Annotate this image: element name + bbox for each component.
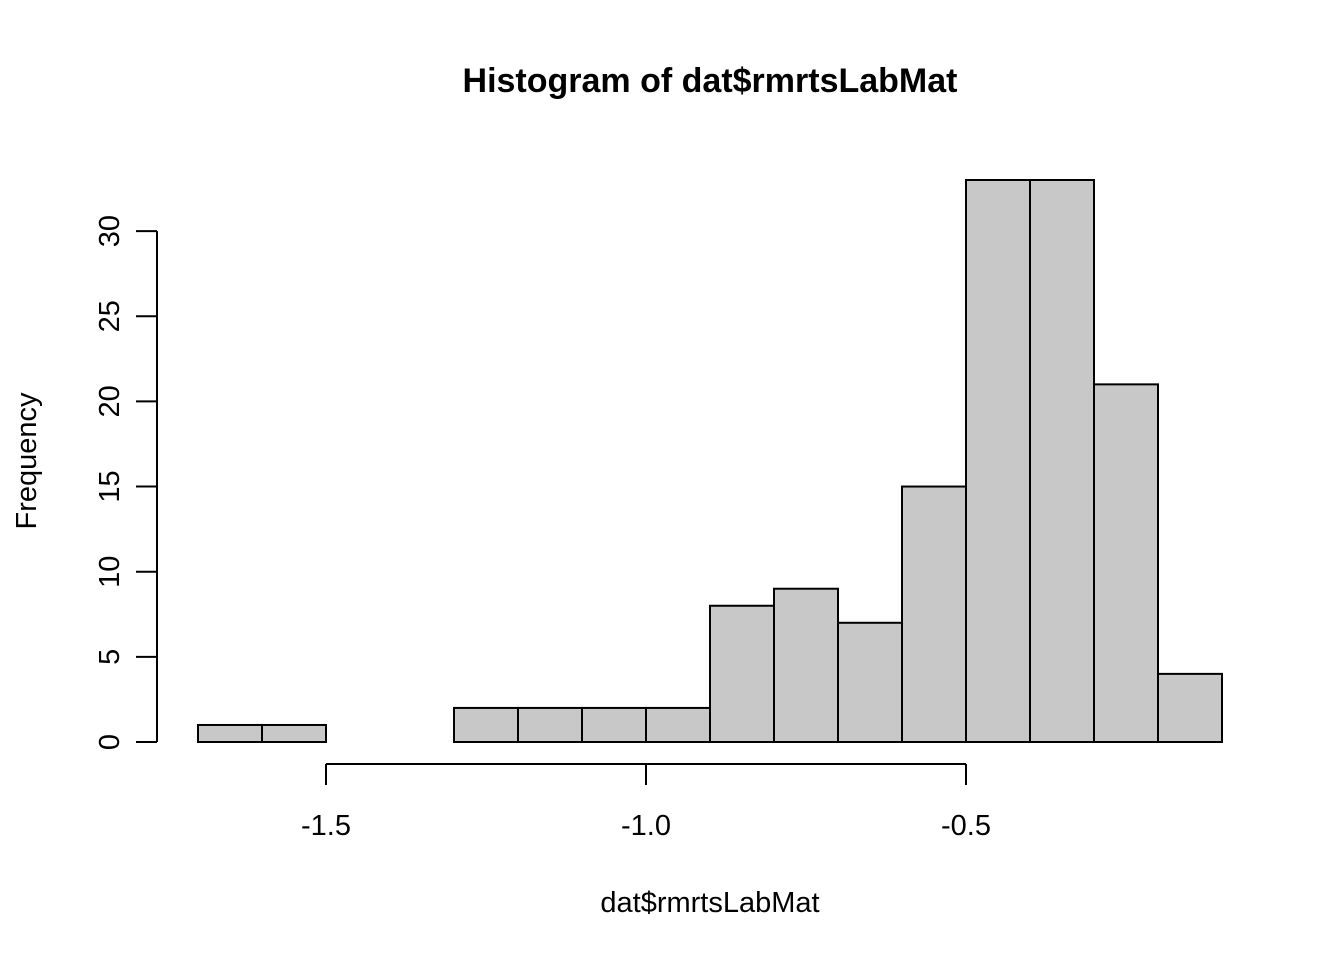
y-axis: 0 5 10 15 20 25 30 bbox=[94, 215, 158, 750]
histogram-bar bbox=[1157, 672, 1223, 743]
y-axis-label: Frequency bbox=[11, 392, 43, 530]
histogram-bar bbox=[453, 706, 519, 743]
histogram-bar bbox=[517, 706, 583, 743]
y-tick-label: 5 bbox=[94, 649, 126, 665]
histogram-bar bbox=[645, 706, 711, 743]
y-tick-label: 0 bbox=[94, 734, 126, 750]
x-axis: -1.5 -1.0 -0.5 bbox=[301, 763, 991, 842]
x-axis-label: dat$rmrtsLabMat bbox=[600, 887, 819, 919]
histogram-bar bbox=[773, 587, 839, 744]
y-tick-label: 25 bbox=[94, 300, 126, 332]
x-tick-label: -1.5 bbox=[301, 810, 351, 842]
y-tick-label: 10 bbox=[94, 556, 126, 588]
histogram-bar bbox=[837, 621, 903, 744]
histogram-bar bbox=[965, 179, 1031, 743]
y-tick-label: 15 bbox=[94, 470, 126, 502]
histogram-bar bbox=[581, 706, 647, 743]
y-tick-label: 20 bbox=[94, 385, 126, 417]
x-tick-label: -0.5 bbox=[941, 810, 991, 842]
chart-title: Histogram of dat$rmrtsLabMat bbox=[463, 62, 958, 100]
bars-group bbox=[197, 179, 1223, 744]
histogram-bar bbox=[901, 485, 967, 743]
histogram-bar bbox=[709, 604, 775, 743]
histogram-bar bbox=[197, 723, 263, 744]
y-tick-label: 30 bbox=[94, 215, 126, 247]
x-tick-label: -1.0 bbox=[621, 810, 671, 842]
histogram-bar bbox=[1029, 179, 1095, 743]
histogram-bar bbox=[1093, 383, 1159, 743]
histogram-bar bbox=[261, 723, 327, 744]
